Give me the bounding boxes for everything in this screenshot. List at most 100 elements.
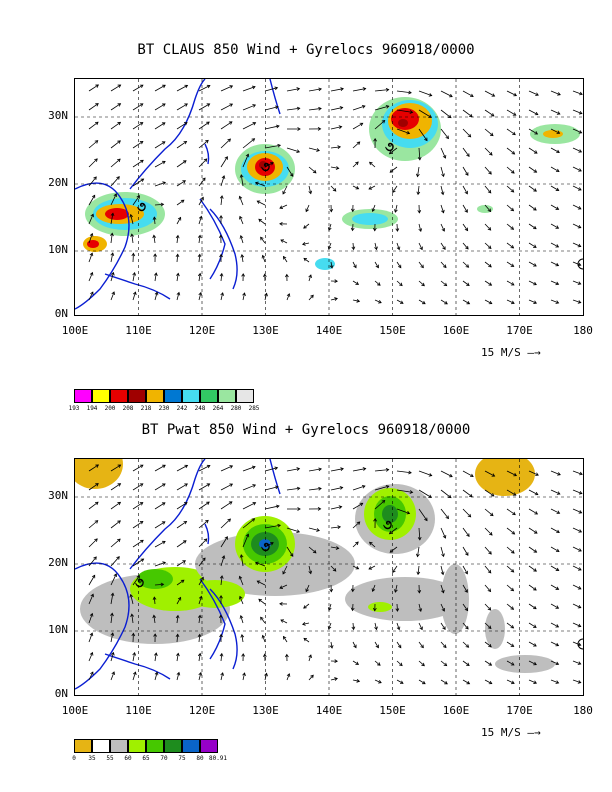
wind-arrow-head — [512, 112, 517, 116]
wind-arrow — [462, 261, 469, 268]
wind-arrow — [392, 565, 398, 573]
wind-arrow-head — [95, 464, 100, 468]
wind-arrow — [484, 280, 492, 286]
lon-label: 170E — [506, 324, 533, 337]
wind-arrow-head — [197, 253, 202, 258]
wind-arrow — [110, 291, 115, 301]
wind-arrow — [302, 622, 310, 625]
wind-arrow — [88, 140, 98, 149]
wind-arrow — [374, 242, 377, 250]
wind-arrow-head — [417, 589, 422, 594]
wind-arrow-head — [533, 263, 537, 267]
wind-arrow-head — [219, 633, 223, 638]
wind-arrow — [506, 565, 514, 573]
wind-arrow-head — [219, 652, 224, 657]
wind-arrow — [110, 272, 114, 282]
wind-arrow-head — [489, 132, 494, 137]
wind-arrow-head — [533, 300, 538, 304]
wind-arrow — [220, 501, 233, 510]
wind-arrow-head — [378, 300, 382, 304]
wind-arrow — [303, 257, 310, 263]
wind-arrow-head — [206, 501, 210, 505]
wind-arrow-head — [327, 245, 332, 250]
wind-arrow — [308, 108, 322, 111]
wind-arrow-head — [297, 127, 301, 131]
wind-arrow-head — [203, 158, 208, 162]
wind-arrow — [418, 90, 432, 97]
wind-arrow — [262, 255, 266, 263]
wind-arrow-head — [152, 614, 157, 619]
wind-arrow — [440, 242, 446, 250]
wind-arrow-head — [555, 680, 560, 684]
wind-arrow — [220, 138, 231, 149]
legend-swatch — [164, 389, 182, 403]
legend-label: 208 — [122, 405, 134, 412]
bottom-color-legend: 0 35 55 60 65 70 75 80 80.91 — [72, 739, 227, 762]
wind-arrow — [506, 242, 514, 249]
wind-arrow — [506, 166, 515, 174]
wind-arrow — [110, 121, 121, 130]
wind-arrow — [484, 147, 493, 156]
wind-arrow — [242, 122, 256, 130]
wind-arrow — [198, 292, 202, 301]
wind-arrow — [198, 653, 201, 662]
wind-arrow — [528, 261, 537, 267]
wind-arrow — [176, 273, 179, 282]
wind-arrow — [440, 603, 445, 612]
wind-arrow-head — [297, 507, 301, 511]
wind-arrow-head — [329, 208, 334, 213]
wind-arrow-head — [470, 473, 474, 478]
wind-arrow — [396, 280, 403, 286]
wind-arrow — [484, 261, 492, 268]
wind-arrow — [132, 122, 143, 130]
wind-arrow — [264, 106, 279, 111]
wind-arrow-head — [245, 153, 250, 158]
wind-arrow — [258, 218, 266, 225]
wind-arrow — [352, 122, 363, 130]
wind-arrow — [550, 147, 560, 153]
wind-arrow — [242, 672, 245, 681]
wind-arrow-head — [441, 173, 445, 178]
wind-arrow-head — [577, 281, 582, 285]
wind-arrow — [506, 603, 514, 610]
wind-arrow — [484, 90, 495, 97]
wind-arrow-head — [510, 188, 515, 193]
wind-arrow-head — [487, 226, 492, 231]
wind-arrow-head — [251, 518, 256, 522]
wind-arrow — [506, 660, 515, 666]
wind-arrow-head — [162, 103, 166, 107]
wind-arrow — [330, 468, 344, 472]
wind-arrow — [484, 679, 492, 684]
wind-arrow — [418, 660, 425, 667]
wind-arrow — [462, 622, 469, 630]
wind-arrow — [484, 185, 492, 194]
wind-arrow — [572, 565, 582, 571]
wind-arrow — [417, 185, 420, 195]
wind-arrow-head — [152, 216, 157, 220]
wind-arrow — [308, 147, 320, 151]
wind-arrow — [330, 185, 337, 192]
wind-arrow — [308, 274, 312, 282]
lon-label: 100E — [61, 704, 89, 717]
wind-arrow-head — [555, 168, 560, 173]
legend-swatch — [92, 389, 110, 403]
wind-arrow — [132, 141, 144, 149]
lon-label: 150E — [379, 324, 406, 337]
wind-arrow — [198, 177, 206, 187]
wind-arrow — [396, 641, 402, 648]
wind-arrow-head — [139, 520, 144, 525]
wind-arrow-head — [361, 104, 366, 109]
wind-arrow-head — [465, 625, 469, 630]
wind-arrow-head — [467, 133, 472, 138]
svg-text:૭: ૭ — [137, 200, 146, 215]
wind-arrow-head — [441, 209, 445, 214]
wind-arrow-head — [577, 623, 582, 628]
wind-arrow — [198, 520, 209, 529]
top-map-canvas: ૭ ૭ ૭ — [75, 79, 583, 315]
legend-label: 200 — [104, 405, 116, 412]
wind-arrow — [176, 560, 186, 567]
wind-arrow-head — [162, 181, 167, 185]
wind-arrow — [308, 166, 317, 174]
wind-arrow — [484, 470, 495, 477]
wind-arrow-head — [408, 470, 412, 475]
